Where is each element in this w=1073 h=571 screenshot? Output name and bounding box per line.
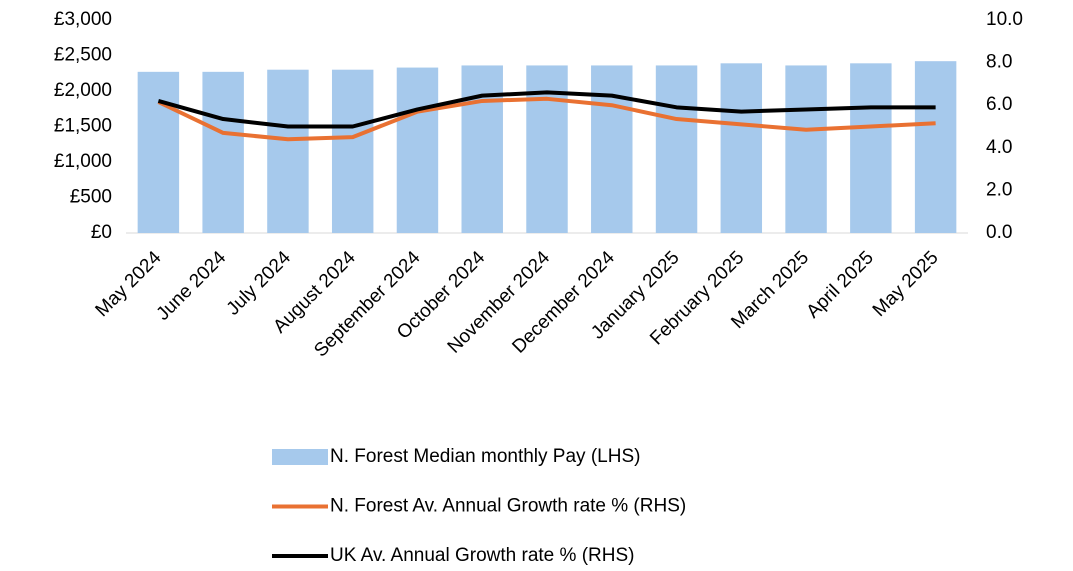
- bar: [655, 65, 698, 233]
- y2-tick-label: 6.0: [986, 94, 1012, 115]
- y2-tick-label: 0.0: [986, 222, 1012, 243]
- legend-label: UK Av. Annual Growth rate % (RHS): [330, 545, 634, 566]
- bar: [591, 65, 633, 233]
- y-tick-label: £0: [91, 222, 112, 243]
- y2-tick-label: 10.0: [986, 9, 1023, 30]
- y-tick-label: £1,500: [54, 116, 112, 137]
- y2-tick-label: 2.0: [986, 179, 1012, 200]
- legend-label: N. Forest Av. Annual Growth rate % (RHS): [330, 496, 686, 517]
- y2-tick-label: 8.0: [986, 52, 1012, 73]
- bar: [267, 69, 309, 233]
- bar: [720, 63, 763, 234]
- y2-tick-label: 4.0: [986, 137, 1012, 158]
- y-tick-label: £2,500: [54, 45, 112, 66]
- y-tick-label: £500: [70, 187, 112, 208]
- bar: [396, 67, 439, 233]
- y-tick-label: £3,000: [54, 9, 112, 30]
- x-tick-label: May 2025: [869, 247, 943, 321]
- line: [157, 90, 936, 129]
- legend-swatch: [272, 449, 328, 465]
- bar: [202, 71, 244, 233]
- line: [157, 96, 936, 142]
- bar: [137, 71, 180, 233]
- y-tick-label: £2,000: [54, 80, 112, 101]
- x-tick-label: April 2025: [803, 247, 878, 322]
- bar: [461, 65, 503, 233]
- bar: [331, 69, 374, 233]
- bar: [850, 63, 892, 234]
- bar: [785, 65, 827, 233]
- bar: [914, 61, 957, 234]
- x-tick-label: June 2024: [153, 247, 231, 325]
- legend-label: N. Forest Median monthly Pay (LHS): [330, 446, 640, 467]
- y-tick-label: £1,000: [54, 151, 112, 172]
